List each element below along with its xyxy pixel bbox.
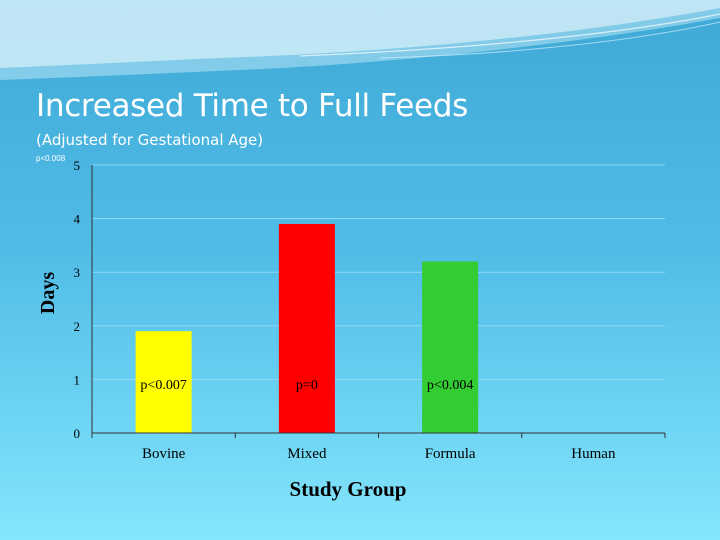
bars [135, 223, 479, 433]
bar-annotation: p<0.004 [427, 378, 473, 393]
x-ticks [91, 433, 666, 438]
bar-annotation: p=0 [296, 378, 318, 393]
slide-subtitle: (Adjusted for Gestational Age) [36, 131, 264, 149]
bar-annotations: p<0.007 p=0 p<0.004 [140, 378, 473, 393]
y-tick-label: 2 [74, 319, 81, 334]
y-axis-label: Days [37, 272, 59, 314]
x-tick-label: Mixed [287, 446, 327, 462]
y-tick-label: 3 [74, 265, 81, 280]
bar-mixed [278, 223, 335, 433]
y-tick-labels: 0 1 2 3 4 5 [74, 158, 81, 441]
bar-formula [422, 261, 479, 433]
decorative-wave [0, 0, 720, 80]
corner-note: p<0.008 [36, 154, 66, 163]
bar-bovine [135, 331, 192, 433]
y-tick-label: 1 [74, 372, 81, 387]
x-axis-label: Study Group [290, 477, 407, 501]
gridlines [92, 164, 665, 380]
slide-title: Increased Time to Full Feeds [36, 88, 468, 124]
x-tick-label: Formula [425, 446, 476, 462]
y-tick-label: 5 [74, 158, 81, 173]
bar-annotation: p<0.007 [140, 378, 186, 393]
x-tick-label: Human [571, 446, 616, 462]
y-tick-label: 0 [74, 426, 81, 441]
x-tick-labels: Bovine Mixed Formula Human [142, 446, 616, 462]
x-tick-label: Bovine [142, 446, 186, 462]
y-tick-label: 4 [74, 212, 81, 227]
